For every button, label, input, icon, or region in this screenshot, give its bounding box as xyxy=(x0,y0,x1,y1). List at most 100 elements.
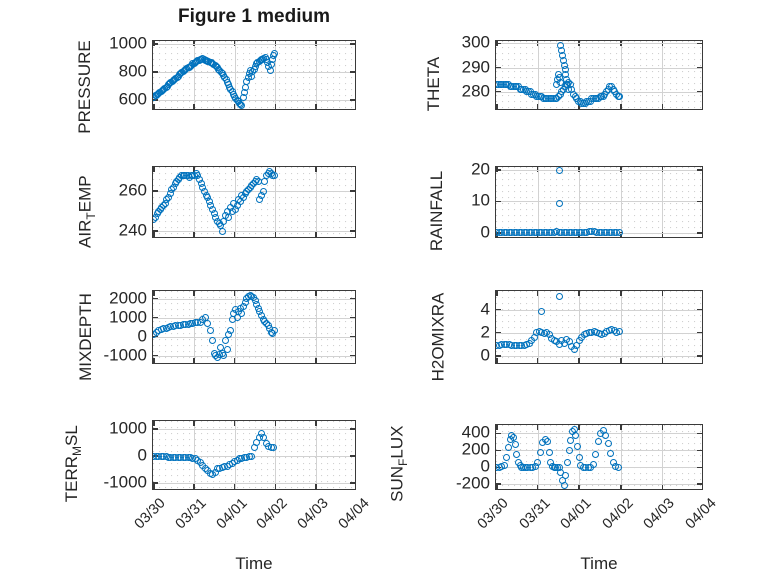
y-tickmark xyxy=(350,190,355,192)
x-tick-label: 04/01 xyxy=(557,495,595,533)
x-tickmark xyxy=(233,41,236,46)
x-tick-label: 04/04 xyxy=(335,495,373,533)
y-tickmark xyxy=(350,316,355,319)
y-tickmark xyxy=(350,482,355,484)
x-tickmark xyxy=(578,291,580,296)
y-tickmark xyxy=(697,231,702,234)
data-point xyxy=(602,431,610,439)
data-point xyxy=(544,438,552,446)
y-tickmark xyxy=(496,200,501,203)
data-point xyxy=(254,177,262,185)
x-gridline xyxy=(193,41,195,109)
y-tickmark xyxy=(350,71,355,73)
y-tickmark xyxy=(496,331,501,334)
plot-panel-bottom-left[interactable] xyxy=(152,420,356,490)
y-tick-label: 20 xyxy=(471,159,490,179)
y-tickmark xyxy=(697,308,702,311)
x-tickmark xyxy=(702,358,703,363)
x-tickmark xyxy=(193,421,195,426)
x-tickmark xyxy=(661,358,664,363)
y-gridline xyxy=(496,43,702,45)
x-tickmark xyxy=(315,104,317,109)
x-tickmark xyxy=(496,104,498,109)
x-gridline xyxy=(316,167,318,237)
y-tickmark xyxy=(496,449,501,452)
x-tickmark xyxy=(536,167,539,172)
y-tick-label: -1000 xyxy=(103,345,147,364)
y-tick-label: 240 xyxy=(118,220,147,240)
x-tickmark xyxy=(355,104,356,109)
data-point xyxy=(227,327,235,335)
plot-panel-top-left[interactable] xyxy=(152,40,356,110)
x-gridline xyxy=(662,291,664,363)
x-tick-label: 04/01 xyxy=(213,495,251,533)
data-point xyxy=(225,213,233,221)
data-point xyxy=(615,229,623,237)
x-tickmark xyxy=(702,484,703,489)
y-gridline xyxy=(496,467,702,469)
axes-box xyxy=(495,40,703,110)
y-tickmark xyxy=(697,354,702,357)
y-tick-label: 1000 xyxy=(109,33,147,53)
axes-box xyxy=(152,420,356,490)
data-series xyxy=(496,41,702,109)
plot-panel-mid1-left[interactable] xyxy=(152,166,356,238)
data-point xyxy=(574,442,582,450)
data-point xyxy=(594,438,602,446)
x-tickmark xyxy=(153,484,155,489)
x-tickmark xyxy=(315,484,317,489)
data-point xyxy=(534,458,542,466)
plot-panel-mid1-right[interactable] xyxy=(495,166,703,238)
x-tickmark xyxy=(702,167,703,172)
x-tickmark xyxy=(536,425,539,430)
x-tickmark xyxy=(233,167,236,172)
y-tickmark xyxy=(496,432,501,435)
data-point xyxy=(238,101,246,109)
y-tickmark xyxy=(350,297,355,300)
y-tickmark xyxy=(153,428,158,430)
y-tick-label: 200 xyxy=(461,439,490,459)
x-tickmark xyxy=(661,484,664,489)
data-point xyxy=(223,346,231,354)
y-tick-label: 290 xyxy=(461,57,490,77)
axes-box xyxy=(152,166,356,238)
x-tickmark xyxy=(153,104,155,109)
data-point xyxy=(538,308,546,316)
y-tick-label: 1000 xyxy=(109,418,147,438)
x-tickmark xyxy=(661,167,664,172)
plot-panel-bottom-right[interactable] xyxy=(495,424,703,490)
data-point xyxy=(266,66,274,74)
x-tickmark xyxy=(193,232,195,237)
y-tick-label: 2000 xyxy=(109,288,147,308)
plot-panel-mid2-right[interactable] xyxy=(495,290,703,364)
y-tick-label: 1000 xyxy=(109,307,147,327)
data-point xyxy=(607,450,615,458)
x-gridline xyxy=(316,421,318,489)
x-tickmark xyxy=(578,425,580,430)
x-tickmark xyxy=(536,291,539,296)
data-point xyxy=(575,453,583,461)
x-tickmark xyxy=(315,232,317,237)
y-tickmark xyxy=(697,169,702,171)
x-tickmark xyxy=(578,167,580,172)
y-gridline xyxy=(496,355,702,357)
y-tickmark xyxy=(496,42,501,45)
x-tickmark xyxy=(496,291,498,296)
data-point xyxy=(504,444,512,452)
x-gridline xyxy=(537,41,539,109)
x-tickmark xyxy=(153,232,155,237)
x-tickmark xyxy=(620,484,622,489)
data-point xyxy=(572,431,580,439)
y-tickmark xyxy=(350,455,355,457)
plot-panel-mid2-left[interactable] xyxy=(152,290,356,364)
data-point xyxy=(616,93,624,101)
plot-panel-top-right[interactable] xyxy=(495,40,703,110)
x-tick-label: 04/03 xyxy=(294,495,332,533)
y-tickmark xyxy=(350,99,355,101)
y-tick-label: 10 xyxy=(471,190,490,210)
x-tick-label: 03/31 xyxy=(172,495,210,533)
data-point xyxy=(204,319,212,327)
x-tickmark xyxy=(315,358,317,363)
data-series xyxy=(496,425,702,489)
x-gridline xyxy=(234,41,236,109)
